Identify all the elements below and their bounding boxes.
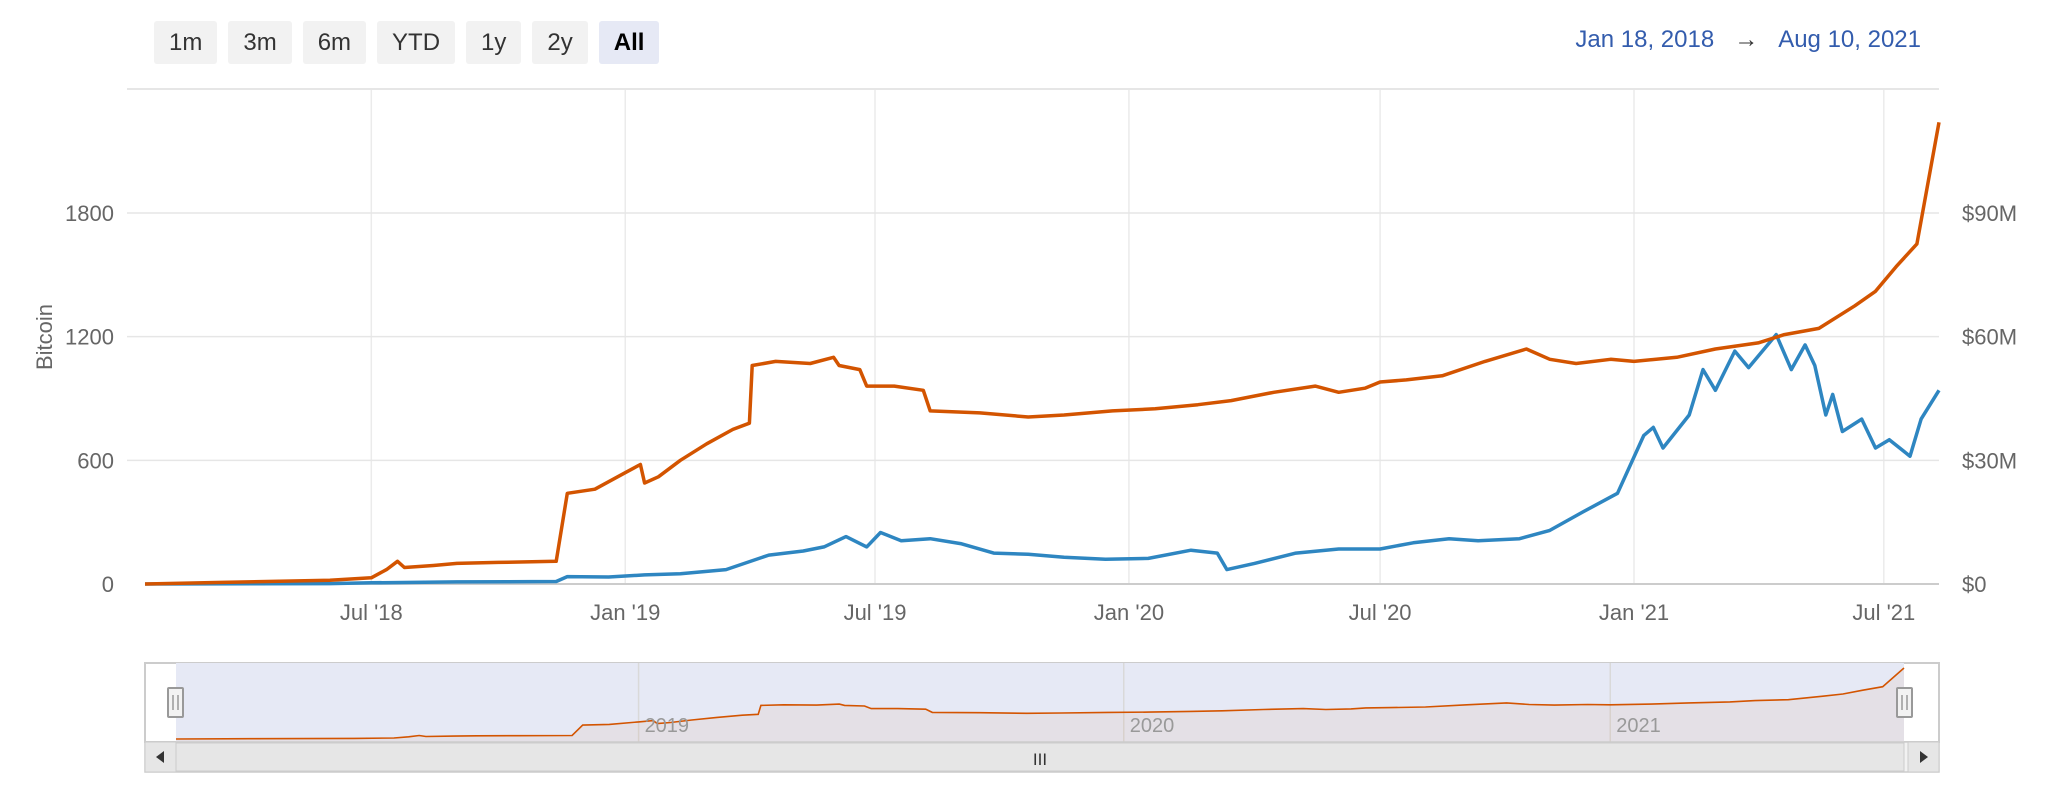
navigator-area: [176, 668, 1904, 742]
y-left-tick-label: 1200: [65, 325, 114, 350]
date-arrow: →: [1734, 26, 1759, 53]
range-selector: 1m 3m 6m YTD 1y 2y All: [154, 21, 660, 64]
navigator-mask[interactable]: [176, 663, 1904, 742]
x-tick-label: Jan '21: [1599, 600, 1669, 625]
scrollbar[interactable]: III: [144, 741, 1940, 773]
x-tick-label: Jul '18: [340, 600, 403, 625]
y-left-tick-label: 1800: [65, 201, 114, 226]
x-tick-label: Jan '20: [1094, 600, 1164, 625]
x-tick-label: Jul '21: [1852, 600, 1915, 625]
navigator-year-label: 2021: [1616, 715, 1661, 737]
x-tick-label: Jul '19: [844, 600, 907, 625]
series-line-usd: [144, 332, 1941, 586]
scrollbar-thumb[interactable]: [175, 742, 1905, 772]
scrollbar-left-arrow[interactable]: [144, 741, 177, 773]
range-button-ytd[interactable]: YTD: [377, 21, 456, 64]
date-to[interactable]: Aug 10, 2021: [1778, 26, 1921, 53]
y-left-tick-label: 0: [102, 572, 114, 597]
scrollbar-right-arrow[interactable]: [1907, 741, 1940, 773]
horizontal-grid: [127, 212, 1939, 462]
x-tick-label: Jan '19: [590, 600, 660, 625]
chevron-right-icon: [1920, 751, 1928, 763]
x-axis-ticks: Jul '18 Jan '19 Jul '19 Jan '20 Jul '20 Jan '…: [340, 600, 1915, 625]
range-button-6m[interactable]: 6m: [302, 21, 367, 64]
y-left-tick-label: 600: [77, 448, 114, 473]
navigator[interactable]: 2019 2020 2021: [144, 662, 1940, 743]
range-button-all[interactable]: All: [598, 21, 660, 64]
navigator-year-label: 2020: [1130, 715, 1175, 737]
range-button-1m[interactable]: 1m: [154, 21, 218, 64]
y-right-tick-label: $30M: [1962, 448, 2017, 473]
y-right-tick-label: $90M: [1962, 201, 2017, 226]
navigator-series: [175, 667, 1905, 742]
series-layer: [144, 121, 1941, 586]
range-button-3m[interactable]: 3m: [228, 21, 292, 64]
y-right-tick-label: $0: [1962, 572, 1986, 597]
range-button-2y[interactable]: 2y: [532, 21, 588, 64]
y-right-tick-label: $60M: [1962, 325, 2017, 350]
navigator-grid: [637, 663, 1611, 742]
navigator-left-handle[interactable]: [167, 687, 184, 718]
navigator-labels: 2019 2020 2021: [645, 715, 1661, 737]
x-tick-label: Jul '20: [1349, 600, 1412, 625]
date-from[interactable]: Jan 18, 2018: [1575, 26, 1715, 53]
series-line-bitcoin: [144, 121, 1941, 586]
navigator-right-handle[interactable]: [1896, 687, 1913, 718]
chevron-left-icon: [156, 751, 164, 763]
y-axis-left-title: Bitcoin: [32, 304, 57, 370]
navigator-year-label: 2019: [645, 715, 690, 737]
range-button-1y[interactable]: 1y: [466, 21, 522, 64]
navigator-line: [175, 667, 1905, 740]
y-axis-left-ticks: 0 600 1200 1800: [65, 201, 114, 597]
scrollbar-grip: III: [1033, 750, 1047, 769]
y-axis-right-ticks: $0 $30M $60M $90M: [1962, 201, 2017, 597]
date-range: Jan 18, 2018 → Aug 10, 2021: [1575, 26, 1921, 54]
